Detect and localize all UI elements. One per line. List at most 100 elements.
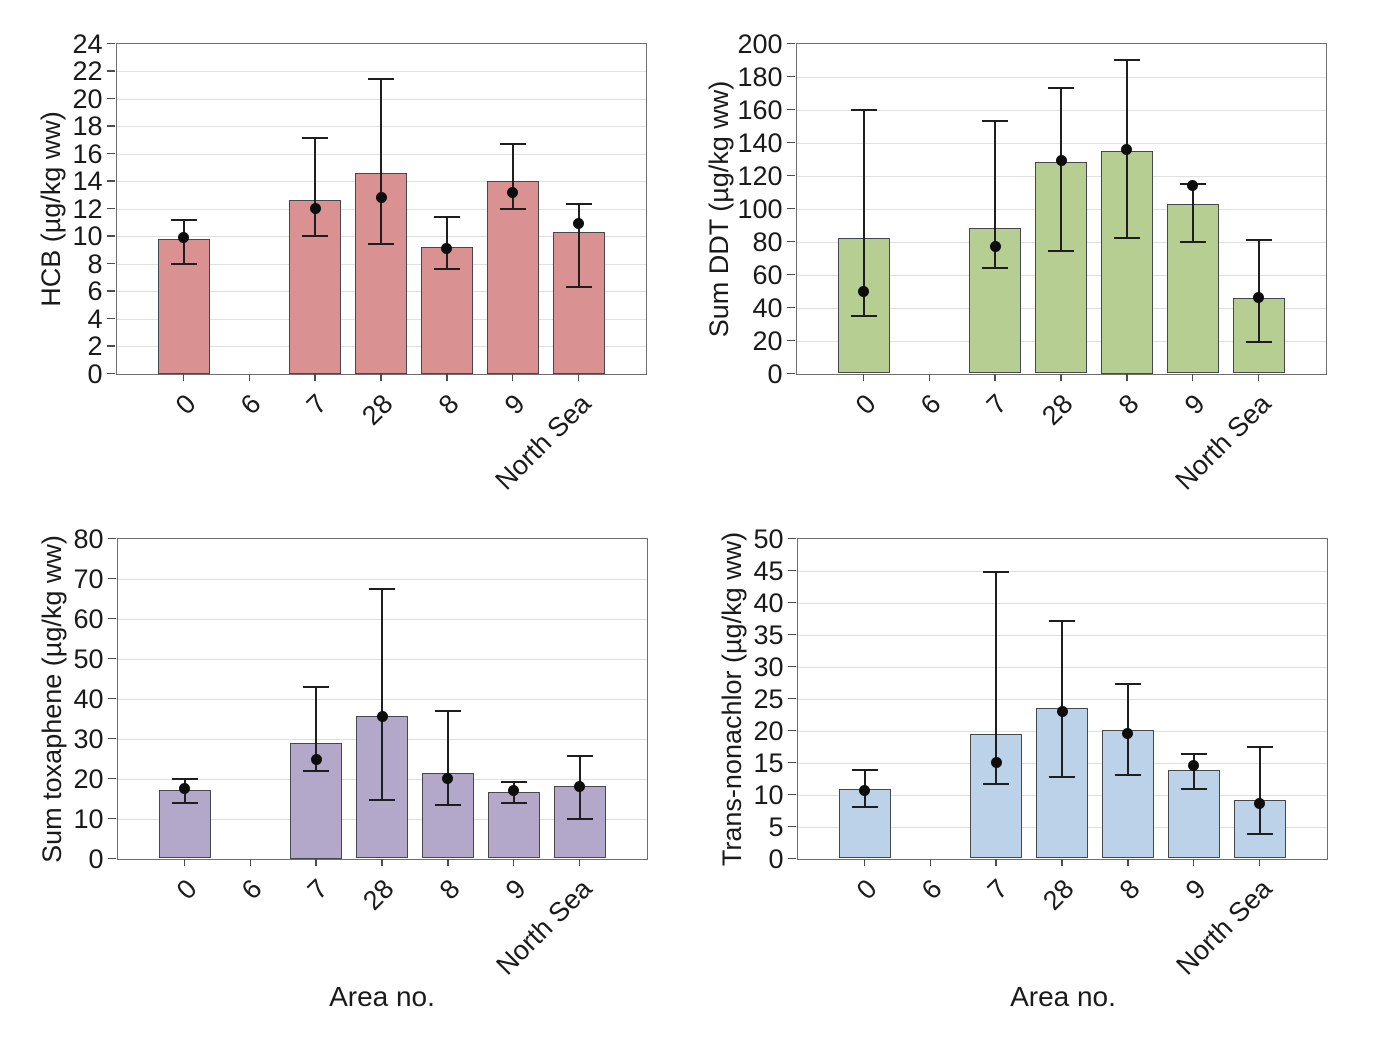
y-tick xyxy=(107,372,115,375)
error-cap-top xyxy=(434,709,461,712)
y-tick xyxy=(788,569,796,572)
y-tick xyxy=(788,857,796,860)
gridline xyxy=(117,578,647,580)
error-bar xyxy=(315,686,318,771)
y-tick xyxy=(787,174,795,177)
x-tick xyxy=(995,858,997,866)
x-tick xyxy=(578,858,581,866)
y-tick xyxy=(107,345,115,347)
y-tick xyxy=(107,125,115,127)
y-tick xyxy=(108,817,116,820)
y-tick xyxy=(787,240,795,243)
error-cap-bottom xyxy=(982,266,1009,269)
y-tick xyxy=(108,857,116,860)
mean-dot xyxy=(375,192,387,203)
x-tick-label: 28 xyxy=(1037,872,1080,916)
y-tick xyxy=(788,761,796,764)
x-tick-label: 0 xyxy=(850,872,883,905)
error-cap-top xyxy=(1246,746,1273,749)
x-tick xyxy=(183,858,186,866)
error-bar xyxy=(511,143,514,209)
error-cap-bottom xyxy=(500,801,527,804)
error-cap-top xyxy=(983,570,1010,573)
y-tick-label: 50 xyxy=(753,523,784,554)
error-bar xyxy=(446,710,449,805)
error-cap-bottom xyxy=(433,268,460,270)
error-bar xyxy=(577,204,580,287)
x-tick xyxy=(381,858,383,866)
y-tick-label: 160 xyxy=(737,94,783,125)
y-tick-label: 20 xyxy=(73,763,104,794)
y-tick xyxy=(107,290,115,292)
error-cap-top xyxy=(170,218,197,221)
mean-dot xyxy=(441,242,453,254)
x-tick xyxy=(1191,373,1194,381)
gridline xyxy=(116,71,646,72)
y-tick-label: 40 xyxy=(752,292,783,323)
y-tick-label: 80 xyxy=(752,226,783,257)
error-cap-bottom xyxy=(1180,788,1207,791)
x-tick xyxy=(928,373,931,381)
error-cap-bottom xyxy=(851,806,878,809)
x-axis-title: Area no. xyxy=(1010,981,1116,1012)
y-tick-label: 20 xyxy=(752,325,783,356)
error-cap-bottom xyxy=(1049,775,1075,778)
y-tick xyxy=(108,577,116,580)
error-bar xyxy=(1192,753,1195,790)
y-tick-label: 5 xyxy=(768,811,784,842)
error-bar xyxy=(995,571,998,784)
y-tick-label: 20 xyxy=(72,83,103,114)
x-tick-label: 6 xyxy=(916,872,948,905)
y-tick xyxy=(107,317,115,320)
error-bar xyxy=(994,121,997,268)
y-tick xyxy=(788,601,796,604)
y-tick-label: 40 xyxy=(73,683,104,714)
plot-area: 0 10 20 30 40 50 60 70 80 0 6 7 28 8 9 North Sea xyxy=(73,525,648,980)
x-tick xyxy=(248,373,251,381)
y-tick xyxy=(788,633,796,636)
x-axis-title: Area no. xyxy=(329,981,435,1012)
y-tick-label: 0 xyxy=(88,843,104,874)
y-tick xyxy=(788,729,796,732)
x-tick xyxy=(1061,858,1063,866)
y-tick xyxy=(108,697,116,700)
error-cap-top xyxy=(1245,238,1272,241)
error-bar xyxy=(1258,747,1261,834)
y-tick-label: 15 xyxy=(753,747,784,778)
y-tick-label: 40 xyxy=(753,587,784,618)
error-cap-top xyxy=(1049,620,1075,623)
y-tick-label: 60 xyxy=(752,259,783,290)
y-tick xyxy=(107,262,115,265)
x-tick xyxy=(577,373,580,381)
plot-area: 0 2 4 6 8 10 12 14 16 18 20 22 24 0 6 7 28 8 9 North Sea xyxy=(72,30,647,495)
y-tick xyxy=(787,42,795,45)
error-bar xyxy=(314,138,317,236)
gridline xyxy=(796,76,1326,78)
x-tick xyxy=(512,858,515,866)
error-cap-top xyxy=(499,142,526,145)
gridline xyxy=(797,602,1327,604)
error-cap-bottom xyxy=(1246,832,1273,835)
y-tick xyxy=(107,70,115,72)
y-tick-label: 80 xyxy=(73,523,104,554)
mean-dot xyxy=(1122,728,1134,740)
error-cap-bottom xyxy=(850,314,877,317)
y-tick-label: 24 xyxy=(72,28,103,59)
mean-dot xyxy=(178,231,189,243)
y-tick-label: 0 xyxy=(87,358,103,389)
x-tick xyxy=(380,373,382,381)
y-tick-label: 140 xyxy=(737,127,783,158)
mean-dot xyxy=(989,240,1001,252)
error-cap-bottom xyxy=(368,243,394,246)
error-bar xyxy=(1257,239,1260,343)
y-tick xyxy=(787,273,795,276)
error-bar xyxy=(1191,183,1194,242)
x-tick xyxy=(994,373,996,381)
y-tick-label: 22 xyxy=(72,56,103,86)
mean-dot xyxy=(508,785,520,796)
y-tick-label: 50 xyxy=(73,643,104,674)
y-tick xyxy=(107,235,115,237)
x-tick-label: 7 xyxy=(981,872,1014,905)
